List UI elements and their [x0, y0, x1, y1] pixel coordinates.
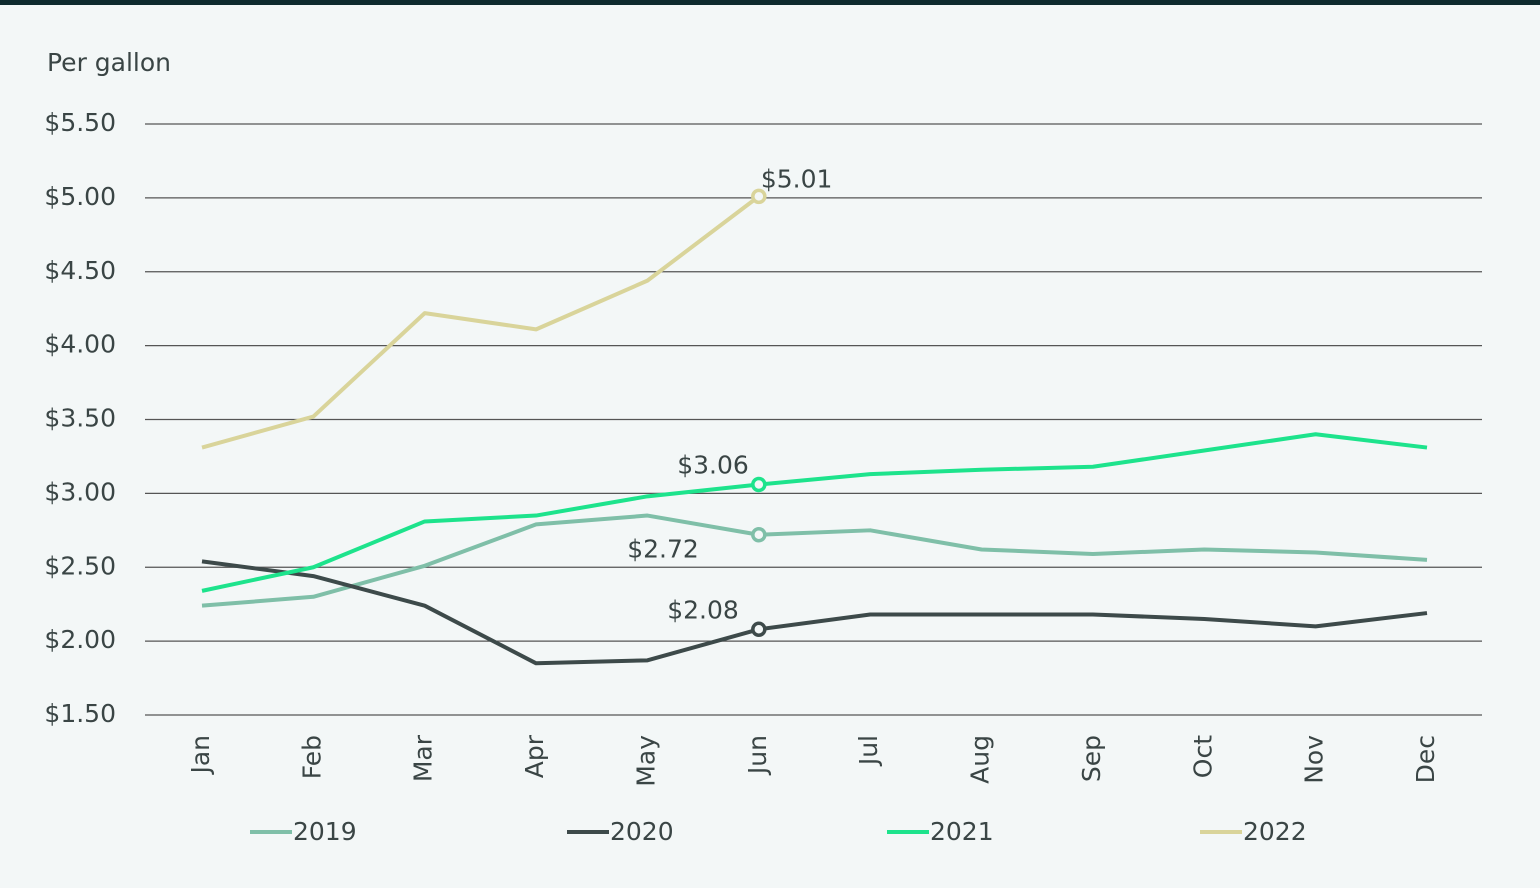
y-tick-label: $5.50: [44, 108, 116, 137]
y-tick-label: $2.50: [44, 551, 116, 580]
y-tick-label: $3.00: [44, 477, 116, 506]
x-tick-label: Aug: [966, 735, 995, 784]
series-line: [201, 432, 1428, 593]
x-tick-label: Apr: [520, 734, 549, 778]
legend-label: 2019: [293, 817, 357, 846]
data-label: $2.08: [667, 595, 739, 624]
x-tick-label: Jul: [854, 735, 883, 767]
y-axis-label: Per gallon: [47, 48, 171, 77]
legend-label: 2021: [930, 817, 994, 846]
data-label: $5.01: [761, 164, 833, 193]
x-tick-label: Feb: [297, 735, 326, 779]
legend-label: 2022: [1243, 817, 1307, 846]
x-tick-label: Dec: [1411, 735, 1440, 783]
point-marker: [751, 621, 767, 638]
top-border: [0, 0, 1540, 5]
x-tick-label: Mar: [409, 734, 438, 782]
y-tick-label: $5.00: [44, 182, 116, 211]
point-marker: [751, 476, 767, 493]
x-tick-label: Jan: [186, 735, 215, 776]
x-tick-label: Jun: [743, 735, 772, 776]
x-tick-label: Oct: [1188, 735, 1217, 778]
x-tick-label: Sep: [1077, 735, 1106, 782]
y-tick-label: $2.00: [44, 625, 116, 654]
series-line: [201, 513, 1428, 608]
legend-label: 2020: [610, 817, 674, 846]
data-label: $3.06: [677, 451, 749, 480]
series-line: [201, 194, 761, 450]
y-tick-label: $1.50: [44, 699, 116, 728]
y-tick-label: $4.00: [44, 330, 116, 359]
point-marker: [751, 526, 767, 543]
data-label: $2.72: [627, 535, 699, 564]
series-line: [201, 559, 1428, 666]
x-tick-label: May: [631, 735, 660, 787]
y-tick-label: $4.50: [44, 256, 116, 285]
y-tick-label: $3.50: [44, 404, 116, 433]
x-tick-label: Nov: [1300, 735, 1329, 784]
point-marker: [751, 188, 767, 205]
